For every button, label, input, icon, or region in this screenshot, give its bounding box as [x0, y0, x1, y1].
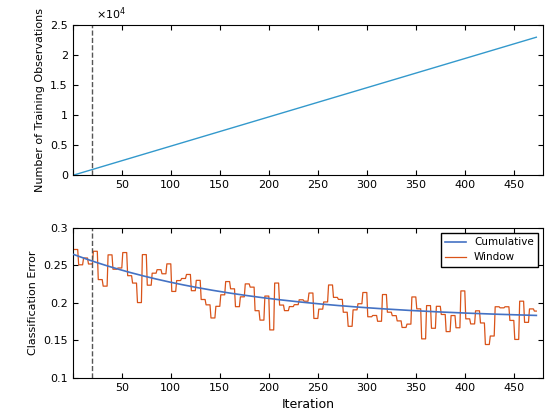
Legend: Cumulative, Window: Cumulative, Window: [441, 233, 538, 267]
Y-axis label: Classification Error: Classification Error: [27, 251, 38, 355]
Cumulative: [243, 293, 250, 298]
Window: [482, 342, 489, 347]
Window: [533, 309, 540, 314]
Window: [428, 326, 435, 331]
Cumulative: [258, 295, 264, 300]
Window: [258, 318, 264, 323]
Window: [240, 294, 246, 299]
Cumulative: [71, 252, 77, 257]
Window: [98, 277, 105, 282]
Cumulative: [98, 262, 105, 267]
Window: [74, 247, 81, 252]
Line: Cumulative: Cumulative: [74, 255, 536, 315]
X-axis label: Iteration: Iteration: [282, 399, 334, 412]
Line: Window: Window: [74, 249, 536, 344]
Window: [243, 281, 250, 286]
Cumulative: [533, 313, 540, 318]
Y-axis label: Number of Training Observations: Number of Training Observations: [35, 8, 45, 192]
Cumulative: [74, 253, 81, 258]
Text: $\times10^4$: $\times10^4$: [96, 5, 127, 22]
Cumulative: [240, 293, 246, 298]
Cumulative: [428, 309, 435, 314]
Window: [71, 247, 77, 252]
